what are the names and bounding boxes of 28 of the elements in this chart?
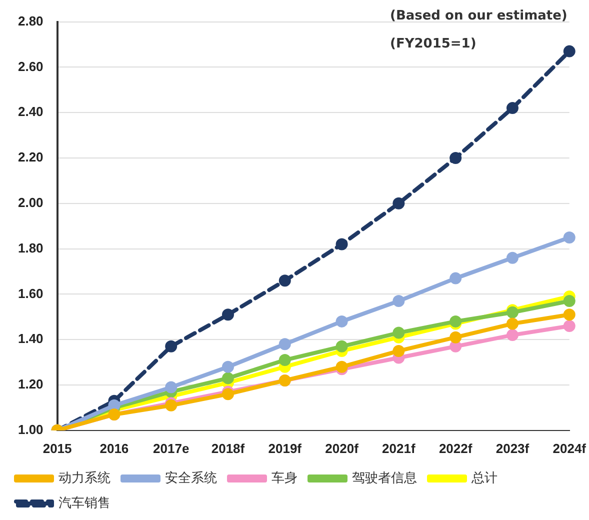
y-tick-label: 1.60 bbox=[18, 286, 44, 301]
x-tick-label: 2018f bbox=[211, 440, 246, 456]
y-tick-label: 2.40 bbox=[18, 104, 44, 120]
x-tick-label: 2015 bbox=[42, 440, 72, 456]
legend-label: 车身 bbox=[272, 470, 298, 486]
y-tick-label: 1.20 bbox=[18, 376, 44, 392]
x-tick-label: 2017e bbox=[153, 440, 190, 456]
y-tick-label: 1.80 bbox=[18, 240, 44, 256]
legend-label: 总计 bbox=[470, 470, 498, 486]
y-tick-label: 2.80 bbox=[18, 13, 44, 28]
legend-label: 汽车销售 bbox=[58, 496, 110, 511]
annotation: (Based on our estimate) bbox=[390, 8, 568, 24]
x-tick-label: 2016 bbox=[100, 440, 129, 456]
y-tick-label: 2.00 bbox=[18, 194, 44, 210]
x-tick-label: 2024f bbox=[552, 440, 587, 456]
legend-label: 驾驶者信息 bbox=[352, 470, 417, 486]
x-tick-label: 2020f bbox=[325, 440, 360, 456]
x-tick-label: 2019f bbox=[268, 440, 302, 456]
x-tick-label: 2021f bbox=[382, 440, 416, 456]
x-tick-label: 2023f bbox=[496, 440, 530, 456]
annotation: (FY2015=1) bbox=[390, 36, 476, 52]
x-tick-label: 2022f bbox=[438, 440, 473, 456]
y-tick-label: 1.00 bbox=[18, 422, 44, 437]
legend-label: 安全系统 bbox=[165, 470, 217, 486]
legend-label: 动力系统 bbox=[58, 470, 110, 486]
y-tick-label: 1.40 bbox=[18, 331, 44, 346]
y-tick-label: 2.60 bbox=[18, 58, 44, 74]
y-tick-label: 2.20 bbox=[18, 150, 44, 165]
